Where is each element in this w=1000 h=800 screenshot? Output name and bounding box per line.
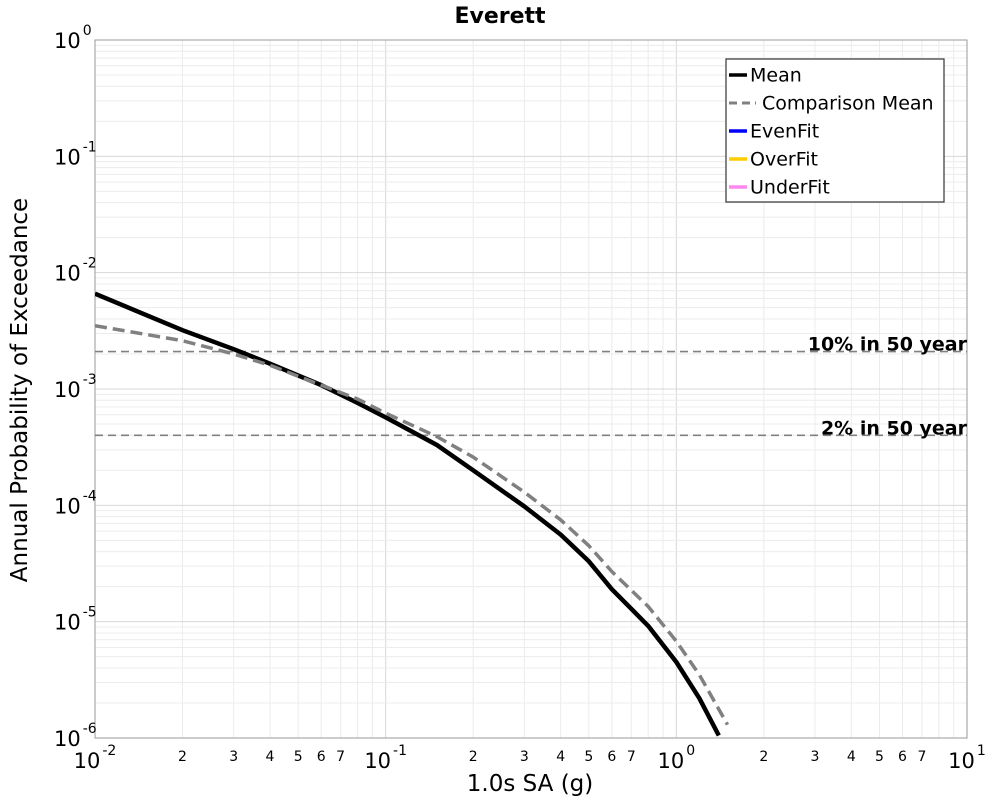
x-minor-tick-label: 6 bbox=[898, 749, 907, 765]
series-line-comparison-mean bbox=[95, 323, 730, 726]
legend-label: EvenFit bbox=[750, 121, 819, 143]
y-axis-label: Annual Probability of Exceedance bbox=[7, 198, 33, 582]
x-minor-tick-label: 7 bbox=[918, 749, 927, 765]
x-minor-tick-label: 5 bbox=[294, 749, 303, 765]
x-minor-tick-label: 2 bbox=[469, 749, 478, 765]
x-minor-tick-label: 4 bbox=[847, 749, 856, 765]
x-minor-tick-label: 6 bbox=[607, 749, 616, 765]
x-minor-tick-label: 5 bbox=[875, 749, 884, 765]
x-minor-tick-label: 6 bbox=[317, 749, 326, 765]
legend-label: Comparison Mean bbox=[762, 93, 934, 115]
x-minor-tick-label: 3 bbox=[229, 749, 238, 765]
x-minor-tick-label: 2 bbox=[759, 749, 768, 765]
x-minor-tick-label: 3 bbox=[811, 749, 820, 765]
series-line-mean bbox=[95, 291, 721, 737]
x-minor-tick-label: 4 bbox=[556, 749, 565, 765]
reference-line-label: 10% in 50 year bbox=[808, 334, 968, 356]
x-minor-tick-label: 4 bbox=[266, 749, 275, 765]
legend-label: UnderFit bbox=[750, 177, 830, 199]
y-tick-label: 10 -6 bbox=[54, 721, 97, 751]
grid bbox=[95, 40, 967, 738]
reference-line-label: 2% in 50 year bbox=[821, 417, 968, 439]
x-minor-tick-label: 7 bbox=[336, 749, 345, 765]
plot-area bbox=[94, 39, 968, 739]
legend-box bbox=[725, 58, 945, 203]
chart-title: Everett bbox=[454, 4, 546, 29]
legend: Mean Comparison Mean EvenFit OverFit UnderFi… bbox=[725, 58, 945, 203]
x-minor-tick-label: 5 bbox=[584, 749, 593, 765]
series-lines bbox=[95, 291, 730, 737]
x-minor-tick-label: 7 bbox=[627, 749, 636, 765]
x-axis-label: 1.0s SA (g) bbox=[467, 771, 594, 797]
x-minor-tick-label: 2 bbox=[178, 749, 187, 765]
legend-label: Mean bbox=[750, 65, 802, 87]
legend-label: OverFit bbox=[750, 149, 818, 171]
x-minor-tick-label: 3 bbox=[520, 749, 529, 765]
